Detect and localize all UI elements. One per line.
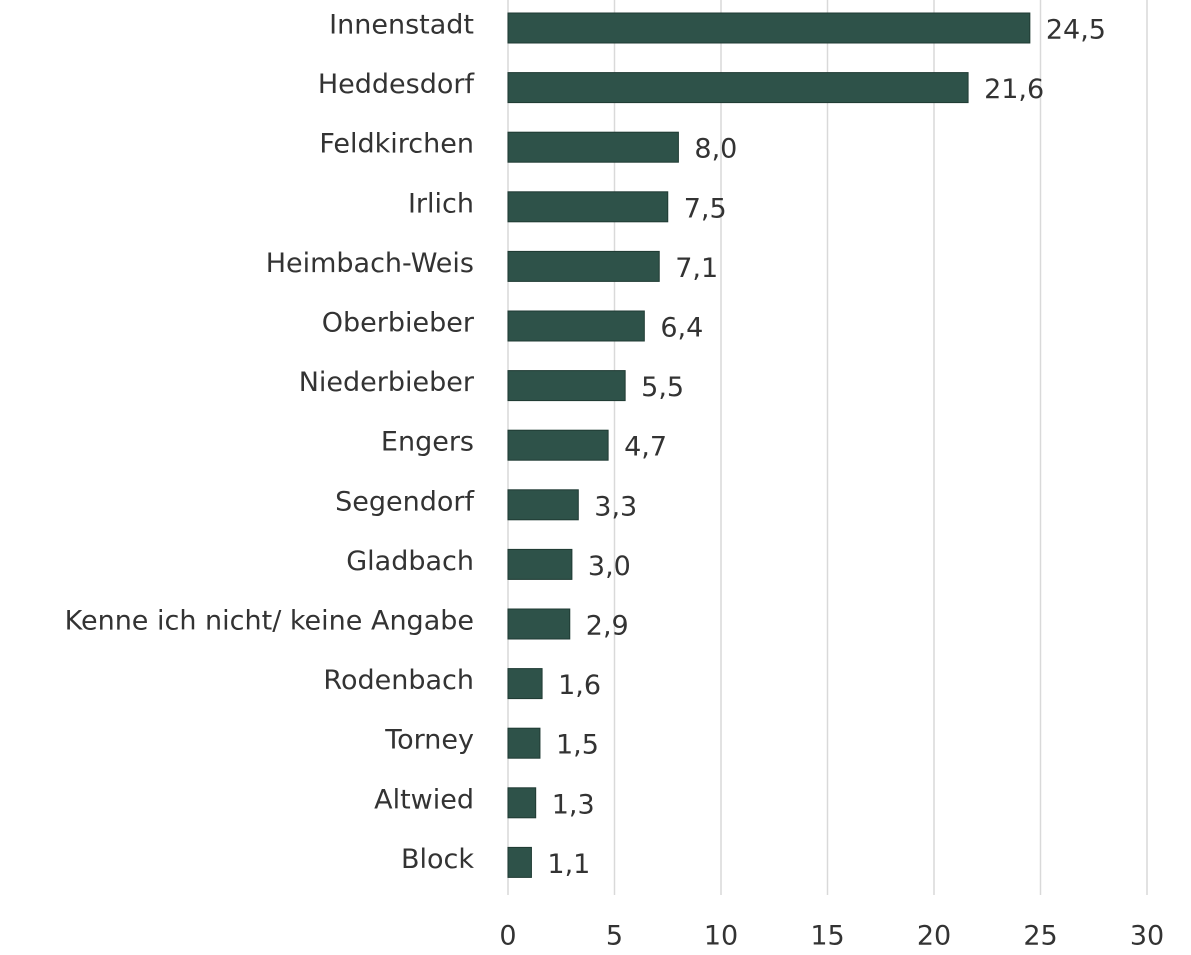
bar [507, 846, 532, 878]
data-label: 8,0 [694, 134, 737, 165]
y-tick-label: Feldkirchen [319, 129, 474, 160]
y-tick-label: Torney [384, 725, 474, 756]
data-label: 5,5 [641, 372, 684, 403]
bar [507, 608, 571, 640]
x-tick-label: 30 [1130, 921, 1164, 952]
data-label: 1,1 [547, 849, 590, 880]
bar [507, 548, 573, 580]
y-tick-label: Altwied [374, 784, 474, 815]
y-tick-label: Engers [381, 427, 474, 458]
bar [507, 787, 537, 819]
y-tick-label: Block [401, 844, 474, 875]
data-label: 2,9 [586, 611, 629, 642]
y-tick-label: Heddesdorf [318, 69, 476, 100]
x-tick-label: 0 [499, 921, 516, 952]
y-tick-label: Gladbach [346, 546, 474, 577]
data-label: 21,6 [984, 74, 1044, 105]
data-label: 1,3 [552, 789, 595, 820]
x-tick-label: 5 [606, 921, 623, 952]
bar [507, 310, 645, 342]
y-tick-label: Irlich [408, 188, 474, 219]
bar [507, 370, 626, 402]
data-label: 7,1 [675, 253, 718, 284]
bar [507, 191, 669, 223]
bar [507, 131, 679, 163]
x-tick-label: 20 [917, 921, 951, 952]
x-tick-label: 15 [810, 921, 844, 952]
y-tick-label: Oberbieber [322, 308, 475, 339]
data-label: 4,7 [624, 432, 667, 463]
x-tick-label: 25 [1023, 921, 1057, 952]
data-label: 24,5 [1046, 15, 1106, 46]
bar [507, 72, 969, 104]
data-label: 6,4 [660, 313, 703, 344]
y-tick-label: Rodenbach [323, 665, 474, 696]
bar [507, 250, 660, 282]
y-tick-label: Niederbieber [299, 367, 475, 398]
data-label: 3,3 [594, 491, 637, 522]
y-tick-label: Innenstadt [329, 10, 474, 41]
bar [507, 429, 609, 461]
data-label: 3,0 [588, 551, 631, 582]
data-label: 1,5 [556, 730, 599, 761]
data-label: 1,6 [558, 670, 601, 701]
bar [507, 668, 543, 700]
y-tick-label: Heimbach-Weis [266, 248, 474, 279]
bar [507, 12, 1031, 44]
bar [507, 489, 579, 521]
x-tick-label: 10 [704, 921, 738, 952]
y-tick-label: Kenne ich nicht/ keine Angabe [65, 606, 474, 637]
bar [507, 727, 541, 759]
y-tick-label: Segendorf [335, 486, 475, 517]
data-label: 7,5 [684, 193, 727, 224]
